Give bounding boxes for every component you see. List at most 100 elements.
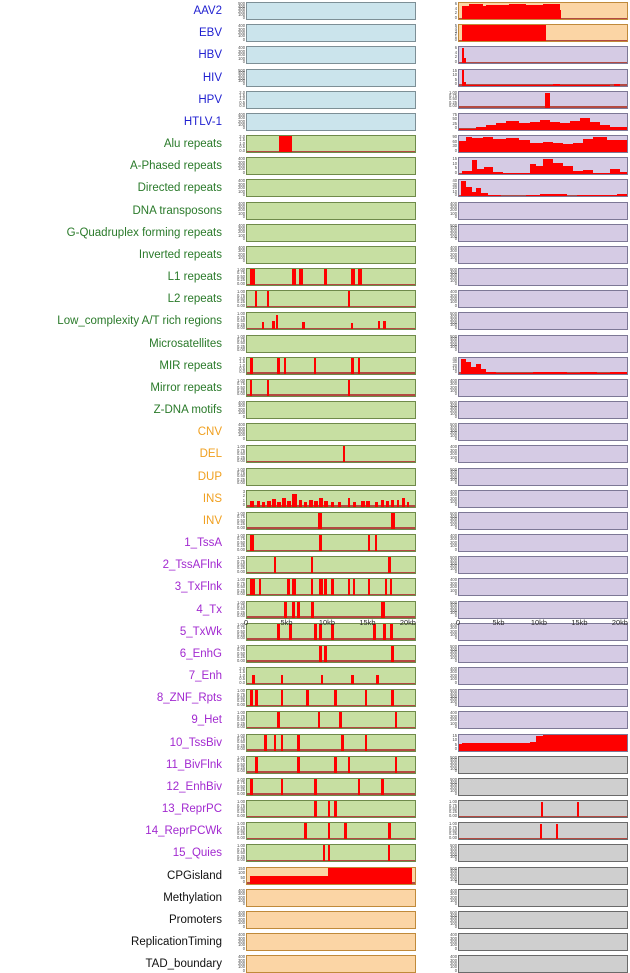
- track-ins-22[interactable]: [246, 490, 416, 508]
- track-label-3-txflnk[interactable]: 3_TxFlnk: [0, 581, 222, 593]
- track-label-12-enhbiv[interactable]: 12_EnhBiv: [0, 781, 222, 793]
- track-directed-repeats-8[interactable]: [246, 179, 416, 197]
- track-label-11-bivflnk[interactable]: 11_BivFlnk: [0, 759, 222, 771]
- track-inverted-repeats-11[interactable]: [246, 246, 416, 264]
- track-label-1-tssa[interactable]: 1_TssA: [0, 537, 222, 549]
- track-dup-21[interactable]: [246, 468, 416, 486]
- track-del-20[interactable]: [458, 445, 628, 463]
- track-label-ins[interactable]: INS: [0, 493, 222, 505]
- track-6-enhg-29[interactable]: [246, 645, 416, 663]
- track-alu-repeats-6[interactable]: [246, 135, 416, 153]
- track-label-9-het[interactable]: 9_Het: [0, 714, 222, 726]
- track-low-complexity-a-t-rich-regions-14[interactable]: [458, 312, 628, 330]
- track-label-replicationtiming[interactable]: ReplicationTiming: [0, 936, 222, 948]
- track-alu-repeats-6[interactable]: [458, 135, 628, 153]
- track-label-hbv[interactable]: HBV: [0, 49, 222, 61]
- track-label-promoters[interactable]: Promoters: [0, 914, 222, 926]
- track-del-20[interactable]: [246, 445, 416, 463]
- track-9-het-32[interactable]: [458, 711, 628, 729]
- track-cnv-19[interactable]: [458, 423, 628, 441]
- track-8-znf-rpts-31[interactable]: [458, 689, 628, 707]
- track-cpgisland-39[interactable]: [246, 867, 416, 885]
- track-label-inverted-repeats[interactable]: Inverted repeats: [0, 249, 222, 261]
- track-8-znf-rpts-31[interactable]: [246, 689, 416, 707]
- track-label-l1-repeats[interactable]: L1 repeats: [0, 271, 222, 283]
- track-hbv-2[interactable]: [458, 46, 628, 64]
- track-label-alu-repeats[interactable]: Alu repeats: [0, 138, 222, 150]
- track-label-inv[interactable]: INV: [0, 515, 222, 527]
- track-g-quadruplex-forming-repeats-10[interactable]: [246, 224, 416, 242]
- track-label-7-enh[interactable]: 7_Enh: [0, 670, 222, 682]
- track-label-microsatellites[interactable]: Microsatellites: [0, 338, 222, 350]
- track-promoters-41[interactable]: [246, 911, 416, 929]
- track-htlv-1-5[interactable]: [458, 113, 628, 131]
- track-g-quadruplex-forming-repeats-10[interactable]: [458, 224, 628, 242]
- track-inv-23[interactable]: [246, 512, 416, 530]
- track-14-reprpcwk-37[interactable]: [246, 822, 416, 840]
- track-label-13-reprpc[interactable]: 13_ReprPC: [0, 803, 222, 815]
- track-7-enh-30[interactable]: [246, 667, 416, 685]
- track-1-tssa-24[interactable]: [458, 534, 628, 552]
- track-directed-repeats-8[interactable]: [458, 179, 628, 197]
- track-hpv-4[interactable]: [246, 91, 416, 109]
- track-htlv-1-5[interactable]: [246, 113, 416, 131]
- track-11-bivflnk-34[interactable]: [246, 756, 416, 774]
- track-mir-repeats-16[interactable]: [458, 357, 628, 375]
- track-label-a-phased-repeats[interactable]: A-Phased repeats: [0, 160, 222, 172]
- track-12-enhbiv-35[interactable]: [458, 778, 628, 796]
- track-mir-repeats-16[interactable]: [246, 357, 416, 375]
- track-label-15-quies[interactable]: 15_Quies: [0, 847, 222, 859]
- track-label-ebv[interactable]: EBV: [0, 27, 222, 39]
- track-l1-repeats-12[interactable]: [458, 268, 628, 286]
- track-label-tad-boundary[interactable]: TAD_boundary: [0, 958, 222, 970]
- track-label-mir-repeats[interactable]: MIR repeats: [0, 360, 222, 372]
- track-ebv-1[interactable]: [458, 24, 628, 42]
- track-label-14-reprpcwk[interactable]: 14_ReprPCWk: [0, 825, 222, 837]
- track-cnv-19[interactable]: [246, 423, 416, 441]
- track-2-tssaflnk-25[interactable]: [246, 556, 416, 574]
- track-label-methylation[interactable]: Methylation: [0, 892, 222, 904]
- track-z-dna-motifs-18[interactable]: [458, 401, 628, 419]
- track-12-enhbiv-35[interactable]: [246, 778, 416, 796]
- track-microsatellites-15[interactable]: [458, 335, 628, 353]
- track-inverted-repeats-11[interactable]: [458, 246, 628, 264]
- track-label-8-znf-rpts[interactable]: 8_ZNF_Rpts: [0, 692, 222, 704]
- track-a-phased-repeats-7[interactable]: [458, 157, 628, 175]
- track-label-hpv[interactable]: HPV: [0, 94, 222, 106]
- track-tad-boundary-43[interactable]: [246, 955, 416, 973]
- track-label-g-quadruplex-forming-repeats[interactable]: G-Quadruplex forming repeats: [0, 227, 222, 239]
- track-label-l2-repeats[interactable]: L2 repeats: [0, 293, 222, 305]
- track-label-10-tssbiv[interactable]: 10_TssBiv: [0, 737, 222, 749]
- track-hiv-3[interactable]: [246, 69, 416, 87]
- track-9-het-32[interactable]: [246, 711, 416, 729]
- track-label-4-tx[interactable]: 4_Tx: [0, 604, 222, 616]
- track-low-complexity-a-t-rich-regions-14[interactable]: [246, 312, 416, 330]
- track-ebv-1[interactable]: [246, 24, 416, 42]
- track-z-dna-motifs-18[interactable]: [246, 401, 416, 419]
- track-label-mirror-repeats[interactable]: Mirror repeats: [0, 382, 222, 394]
- track-label-6-enhg[interactable]: 6_EnhG: [0, 648, 222, 660]
- track-10-tssbiv-33[interactable]: [458, 734, 628, 752]
- track-11-bivflnk-34[interactable]: [458, 756, 628, 774]
- track-label-dup[interactable]: DUP: [0, 471, 222, 483]
- track-inv-23[interactable]: [458, 512, 628, 530]
- track-hpv-4[interactable]: [458, 91, 628, 109]
- track-label-dna-transposons[interactable]: DNA transposons: [0, 205, 222, 217]
- track-methylation-40[interactable]: [458, 889, 628, 907]
- track-label-directed-repeats[interactable]: Directed repeats: [0, 182, 222, 194]
- track-l2-repeats-13[interactable]: [246, 290, 416, 308]
- track-15-quies-38[interactable]: [458, 844, 628, 862]
- track-cpgisland-39[interactable]: [458, 867, 628, 885]
- track-l1-repeats-12[interactable]: [246, 268, 416, 286]
- track-label-cpgisland[interactable]: CPGisland: [0, 870, 222, 882]
- track-aav2-0[interactable]: [246, 2, 416, 20]
- track-mirror-repeats-17[interactable]: [458, 379, 628, 397]
- track-label-cnv[interactable]: CNV: [0, 426, 222, 438]
- track-label-aav2[interactable]: AAV2: [0, 5, 222, 17]
- track-14-reprpcwk-37[interactable]: [458, 822, 628, 840]
- track-7-enh-30[interactable]: [458, 667, 628, 685]
- track-3-txflnk-26[interactable]: [246, 578, 416, 596]
- track-13-reprpc-36[interactable]: [458, 800, 628, 818]
- track-13-reprpc-36[interactable]: [246, 800, 416, 818]
- track-microsatellites-15[interactable]: [246, 335, 416, 353]
